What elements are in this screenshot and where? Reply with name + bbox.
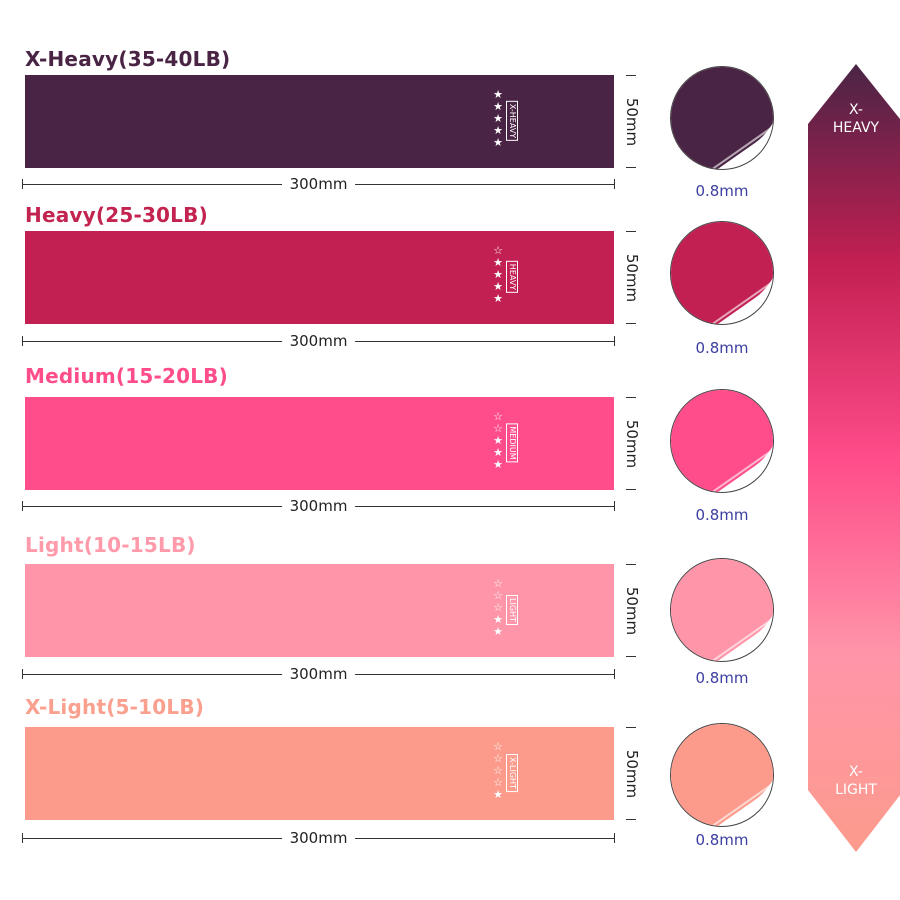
star-filled-icon: ★ [493, 112, 503, 125]
band-tag: ★ ★ ★ ☆ ☆ MEDIUM [488, 407, 538, 479]
star-filled-icon: ★ [493, 268, 503, 281]
thickness-label: 0.8mm [695, 506, 749, 524]
star-filled-icon: ★ [493, 458, 503, 471]
star-empty-icon: ☆ [493, 422, 503, 435]
star-filled-icon: ★ [493, 625, 503, 638]
width-label: 50mm [623, 253, 641, 302]
width-dimension: 50mm [623, 231, 641, 324]
band-tag: ★ ★ ★ ★ ☆ HEAVY [488, 241, 538, 313]
band-title: X-Light(5-10LB) [25, 695, 205, 719]
band-swatch: ★ ★ ☆ ☆ ☆ LIGHT [25, 564, 614, 657]
width-label: 50mm [623, 749, 641, 798]
length-label: 300mm [281, 497, 356, 515]
star-empty-icon: ☆ [493, 244, 503, 257]
width-dimension: 50mm [623, 75, 641, 168]
star-filled-icon: ★ [493, 256, 503, 269]
width-dimension: 50mm [623, 727, 641, 820]
level-label: X-HEAVY [506, 100, 518, 142]
length-label: 300mm [281, 175, 356, 193]
thickness-label: 0.8mm [695, 182, 749, 200]
star-filled-icon: ★ [493, 788, 503, 801]
rating-stars: ★ ★ ★ ★ ★ [492, 89, 504, 149]
thickness-label: 0.8mm [695, 831, 749, 849]
thickness-closeup [670, 389, 774, 493]
star-filled-icon: ★ [493, 124, 503, 137]
thickness-label: 0.8mm [695, 669, 749, 687]
length-dimension: 300mm [22, 497, 615, 515]
star-empty-icon: ☆ [493, 601, 503, 614]
thickness-label: 0.8mm [695, 339, 749, 357]
length-dimension: 300mm [22, 829, 615, 847]
star-filled-icon: ★ [493, 446, 503, 459]
thickness-closeup [670, 221, 774, 325]
rating-stars: ★ ★ ☆ ☆ ☆ [492, 578, 504, 638]
star-filled-icon: ★ [493, 136, 503, 149]
width-dimension: 50mm [623, 397, 641, 490]
rating-stars: ★ ☆ ☆ ☆ ☆ [492, 741, 504, 801]
band-tag: ★ ★ ☆ ☆ ☆ LIGHT [488, 574, 538, 646]
star-filled-icon: ★ [493, 280, 503, 293]
star-empty-icon: ☆ [493, 589, 503, 602]
width-dimension: 50mm [623, 564, 641, 657]
star-empty-icon: ☆ [493, 776, 503, 789]
length-dimension: 300mm [22, 332, 615, 350]
width-label: 50mm [623, 419, 641, 468]
level-label: X-LIGHT [506, 754, 518, 792]
band-tag: ★ ☆ ☆ ☆ ☆ X-LIGHT [488, 737, 538, 809]
band-swatch: ★ ★ ★ ★ ★ X-HEAVY [25, 75, 614, 168]
band-tag: ★ ★ ★ ★ ★ X-HEAVY [488, 85, 538, 157]
width-label: 50mm [623, 97, 641, 146]
length-label: 300mm [281, 665, 356, 683]
star-empty-icon: ☆ [493, 577, 503, 590]
rating-stars: ★ ★ ★ ☆ ☆ [492, 411, 504, 471]
band-swatch: ★ ★ ★ ★ ☆ HEAVY [25, 231, 614, 324]
length-label: 300mm [281, 829, 356, 847]
width-label: 50mm [623, 586, 641, 635]
star-empty-icon: ☆ [493, 752, 503, 765]
level-label: LIGHT [506, 595, 518, 625]
star-filled-icon: ★ [493, 292, 503, 305]
band-title: Light(10-15LB) [25, 533, 196, 557]
thickness-closeup [670, 66, 774, 170]
level-label: MEDIUM [506, 423, 518, 463]
band-title: Heavy(25-30LB) [25, 203, 208, 227]
level-label: HEAVY [506, 260, 518, 294]
star-filled-icon: ★ [493, 613, 503, 626]
band-swatch: ★ ☆ ☆ ☆ ☆ X-LIGHT [25, 727, 614, 820]
arrow-bottom-label: X- LIGHT [835, 764, 877, 798]
star-empty-icon: ☆ [493, 740, 503, 753]
band-title: X-Heavy(35-40LB) [25, 47, 231, 71]
rating-stars: ★ ★ ★ ★ ☆ [492, 245, 504, 305]
length-dimension: 300mm [22, 665, 615, 683]
star-filled-icon: ★ [493, 88, 503, 101]
star-empty-icon: ☆ [493, 410, 503, 423]
star-empty-icon: ☆ [493, 764, 503, 777]
thickness-closeup [670, 723, 774, 827]
length-dimension: 300mm [22, 175, 615, 193]
star-filled-icon: ★ [493, 100, 503, 113]
thickness-closeup [670, 558, 774, 662]
band-swatch: ★ ★ ★ ☆ ☆ MEDIUM [25, 397, 614, 490]
intensity-arrow [808, 64, 900, 852]
band-title: Medium(15-20LB) [25, 364, 228, 388]
star-filled-icon: ★ [493, 434, 503, 447]
arrow-top-label: X- HEAVY [832, 102, 880, 136]
length-label: 300mm [281, 332, 356, 350]
